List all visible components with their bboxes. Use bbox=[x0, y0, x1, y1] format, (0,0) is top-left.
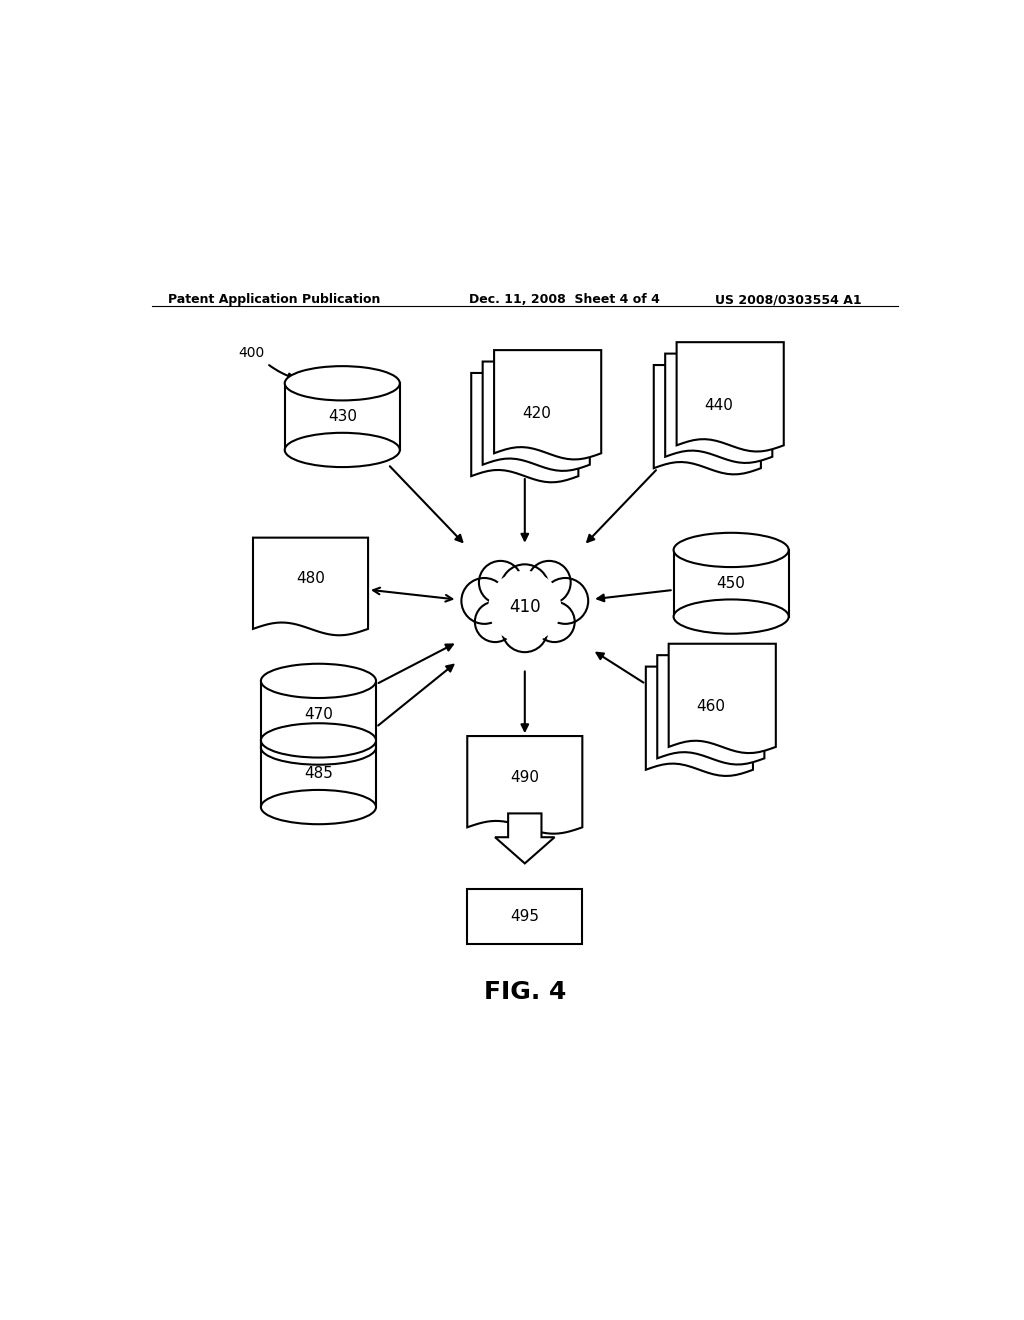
Circle shape bbox=[501, 565, 549, 612]
Polygon shape bbox=[253, 537, 368, 635]
Text: 485: 485 bbox=[304, 766, 333, 781]
Polygon shape bbox=[495, 813, 555, 863]
Ellipse shape bbox=[674, 533, 788, 568]
Polygon shape bbox=[285, 383, 399, 450]
Text: 430: 430 bbox=[328, 409, 356, 424]
Circle shape bbox=[527, 561, 570, 605]
Polygon shape bbox=[666, 354, 772, 463]
Text: FIG. 4: FIG. 4 bbox=[483, 979, 566, 1005]
Text: 410: 410 bbox=[509, 598, 541, 616]
Text: Patent Application Publication: Patent Application Publication bbox=[168, 293, 380, 306]
Text: 460: 460 bbox=[696, 700, 725, 714]
Text: 450: 450 bbox=[717, 576, 745, 591]
Text: 480: 480 bbox=[296, 572, 325, 586]
Polygon shape bbox=[482, 362, 590, 471]
Circle shape bbox=[462, 578, 507, 624]
Polygon shape bbox=[669, 644, 776, 754]
Polygon shape bbox=[657, 655, 764, 764]
Ellipse shape bbox=[261, 664, 376, 698]
Text: US 2008/0303554 A1: US 2008/0303554 A1 bbox=[715, 293, 862, 306]
Circle shape bbox=[535, 602, 574, 642]
Polygon shape bbox=[653, 366, 761, 474]
Ellipse shape bbox=[674, 599, 788, 634]
Text: 440: 440 bbox=[705, 397, 733, 413]
FancyBboxPatch shape bbox=[467, 888, 583, 944]
Circle shape bbox=[475, 602, 515, 642]
Circle shape bbox=[479, 561, 522, 605]
Polygon shape bbox=[471, 374, 579, 482]
Circle shape bbox=[488, 570, 561, 644]
Text: 490: 490 bbox=[510, 770, 540, 784]
Text: Dec. 11, 2008  Sheet 4 of 4: Dec. 11, 2008 Sheet 4 of 4 bbox=[469, 293, 660, 306]
Polygon shape bbox=[674, 550, 788, 616]
Ellipse shape bbox=[261, 723, 376, 758]
Polygon shape bbox=[261, 741, 376, 807]
Text: 420: 420 bbox=[522, 405, 551, 421]
Polygon shape bbox=[261, 681, 376, 747]
Polygon shape bbox=[467, 737, 583, 834]
Circle shape bbox=[502, 606, 548, 652]
Ellipse shape bbox=[261, 730, 376, 764]
Text: 400: 400 bbox=[238, 346, 264, 360]
Ellipse shape bbox=[261, 789, 376, 824]
Polygon shape bbox=[495, 350, 601, 459]
Polygon shape bbox=[646, 667, 753, 776]
Circle shape bbox=[543, 578, 588, 624]
Polygon shape bbox=[677, 342, 783, 451]
Text: 495: 495 bbox=[510, 909, 540, 924]
Ellipse shape bbox=[285, 433, 399, 467]
Text: 470: 470 bbox=[304, 706, 333, 722]
Ellipse shape bbox=[285, 366, 399, 400]
